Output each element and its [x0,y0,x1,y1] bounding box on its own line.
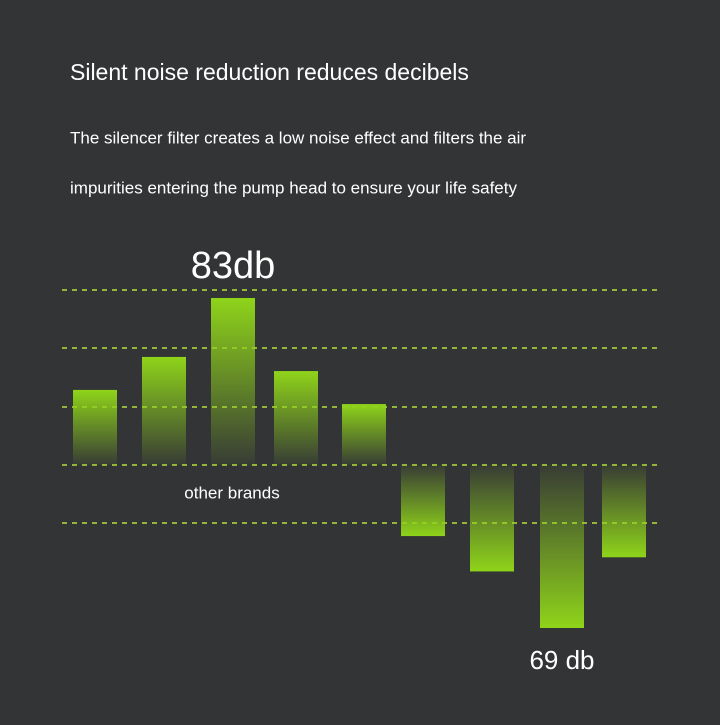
subtitle-line: impurities entering the pump head to ens… [70,178,517,197]
bar [274,371,318,465]
bar [342,404,386,465]
bar [211,298,255,465]
bar [602,465,646,558]
bar [73,389,117,465]
bar [401,465,445,537]
subtitle-line: The silencer filter creates a low noise … [70,128,526,147]
title: Silent noise reduction reduces decibels [70,59,469,85]
annotation: other brands [184,483,279,502]
bar [540,465,584,628]
bar [142,356,186,465]
value-label: 83db [191,245,276,287]
value-label: 69 db [529,645,594,675]
bar [470,465,514,572]
